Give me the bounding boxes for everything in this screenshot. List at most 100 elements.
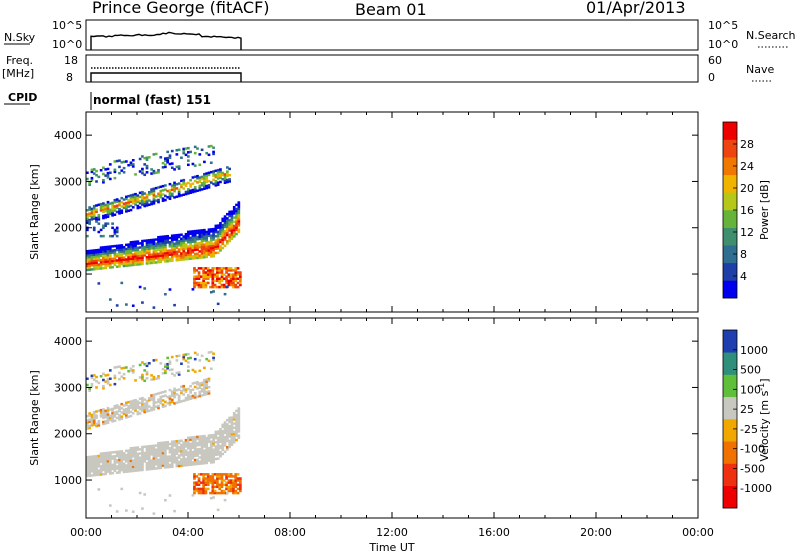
power-cell — [159, 260, 163, 264]
power-cell — [136, 206, 140, 210]
velocity-cell — [134, 379, 137, 382]
power-cell — [219, 234, 222, 238]
power-cell — [228, 227, 231, 230]
power-cell — [154, 246, 158, 250]
velocity-cell — [157, 466, 160, 470]
power-cell — [239, 283, 242, 287]
velocity-cell — [182, 445, 186, 448]
power-cell — [118, 171, 121, 175]
velocity-cell — [212, 352, 215, 355]
power-cell — [129, 208, 133, 212]
velocity-cell — [184, 359, 188, 363]
velocity-cell — [168, 449, 172, 452]
velocity-cell — [196, 353, 199, 356]
velocity-cell — [170, 372, 174, 375]
power-cell — [184, 239, 188, 242]
velocity-cell — [206, 483, 210, 486]
power-cell — [170, 236, 174, 240]
velocity-cell — [203, 459, 206, 463]
velocity-cell — [180, 460, 183, 463]
velocity-cell — [182, 393, 186, 396]
velocity-cell — [170, 465, 174, 468]
power-cell — [154, 171, 158, 174]
power-cell — [88, 214, 91, 218]
velocity-cell — [131, 369, 135, 372]
power-cell — [90, 255, 94, 259]
velocity-cell — [118, 371, 121, 375]
velocity-cell — [131, 461, 135, 464]
power-cell — [166, 150, 170, 154]
power-cell — [106, 258, 110, 261]
power-cell — [221, 223, 225, 227]
power-cell — [220, 275, 224, 278]
velocity-cell — [159, 447, 163, 451]
velocity-cell — [184, 449, 188, 452]
velocity-cell — [175, 439, 179, 443]
velocity-cell — [216, 481, 219, 484]
velocity-cell — [203, 366, 206, 370]
velocity-cell — [97, 458, 101, 462]
power-cell — [204, 277, 208, 280]
velocity-cell — [193, 475, 196, 478]
velocity-cell — [186, 463, 190, 467]
power-cell — [235, 207, 238, 211]
velocity-cell — [186, 442, 190, 446]
power-cell — [223, 244, 227, 247]
velocity-cell — [120, 411, 124, 414]
power-cell — [223, 236, 227, 239]
velocity-cell — [205, 438, 209, 442]
power-cell — [111, 205, 114, 209]
power-cell — [211, 275, 215, 278]
power-cell — [219, 249, 222, 252]
velocity-cell — [127, 470, 131, 473]
velocity-cell — [195, 483, 199, 486]
power-cell — [90, 259, 94, 263]
velocity-cell — [230, 435, 234, 438]
velocity-cell — [88, 466, 91, 469]
velocity-cell — [120, 487, 124, 491]
power-cell — [157, 200, 160, 204]
velocity-cell — [152, 401, 156, 405]
velocity-cell — [197, 477, 201, 480]
velocity-cell — [88, 472, 91, 475]
velocity-cell — [198, 441, 202, 445]
power-cell — [134, 259, 137, 262]
velocity-cell — [122, 404, 126, 407]
velocity-cell — [193, 460, 197, 464]
velocity-cell — [161, 372, 165, 375]
power-cell — [108, 212, 112, 216]
velocity-cell — [147, 461, 151, 465]
velocity-cell — [150, 459, 153, 462]
power-cell — [218, 271, 222, 274]
velocity-cell — [147, 451, 151, 454]
velocity-cell — [125, 466, 128, 469]
power-cell — [184, 153, 188, 157]
velocity-cell — [209, 454, 213, 458]
velocity-cell — [191, 463, 195, 466]
velocity-cell — [212, 452, 215, 456]
power-cell — [170, 238, 174, 242]
velocity-cell — [150, 396, 153, 399]
velocity-cell — [102, 452, 105, 455]
power-cell — [102, 202, 105, 205]
power-cell — [180, 237, 183, 241]
velocity-cell — [127, 457, 131, 461]
power-cell — [108, 163, 112, 166]
power-cell — [127, 260, 131, 263]
power-cell — [136, 263, 140, 266]
velocity-cell — [227, 485, 231, 489]
power-cell — [189, 238, 192, 242]
power-cell — [212, 178, 215, 182]
power-cell — [220, 285, 224, 289]
velocity-cell — [120, 450, 124, 453]
velocity-cell — [173, 448, 176, 452]
power-cell — [184, 192, 188, 196]
velocity-cell — [214, 453, 218, 457]
power-cell — [157, 258, 160, 262]
velocity-cell — [202, 477, 205, 480]
velocity-cell — [193, 489, 196, 493]
velocity-cell — [129, 459, 133, 463]
power-cell — [95, 248, 98, 252]
power-cell — [189, 257, 192, 260]
